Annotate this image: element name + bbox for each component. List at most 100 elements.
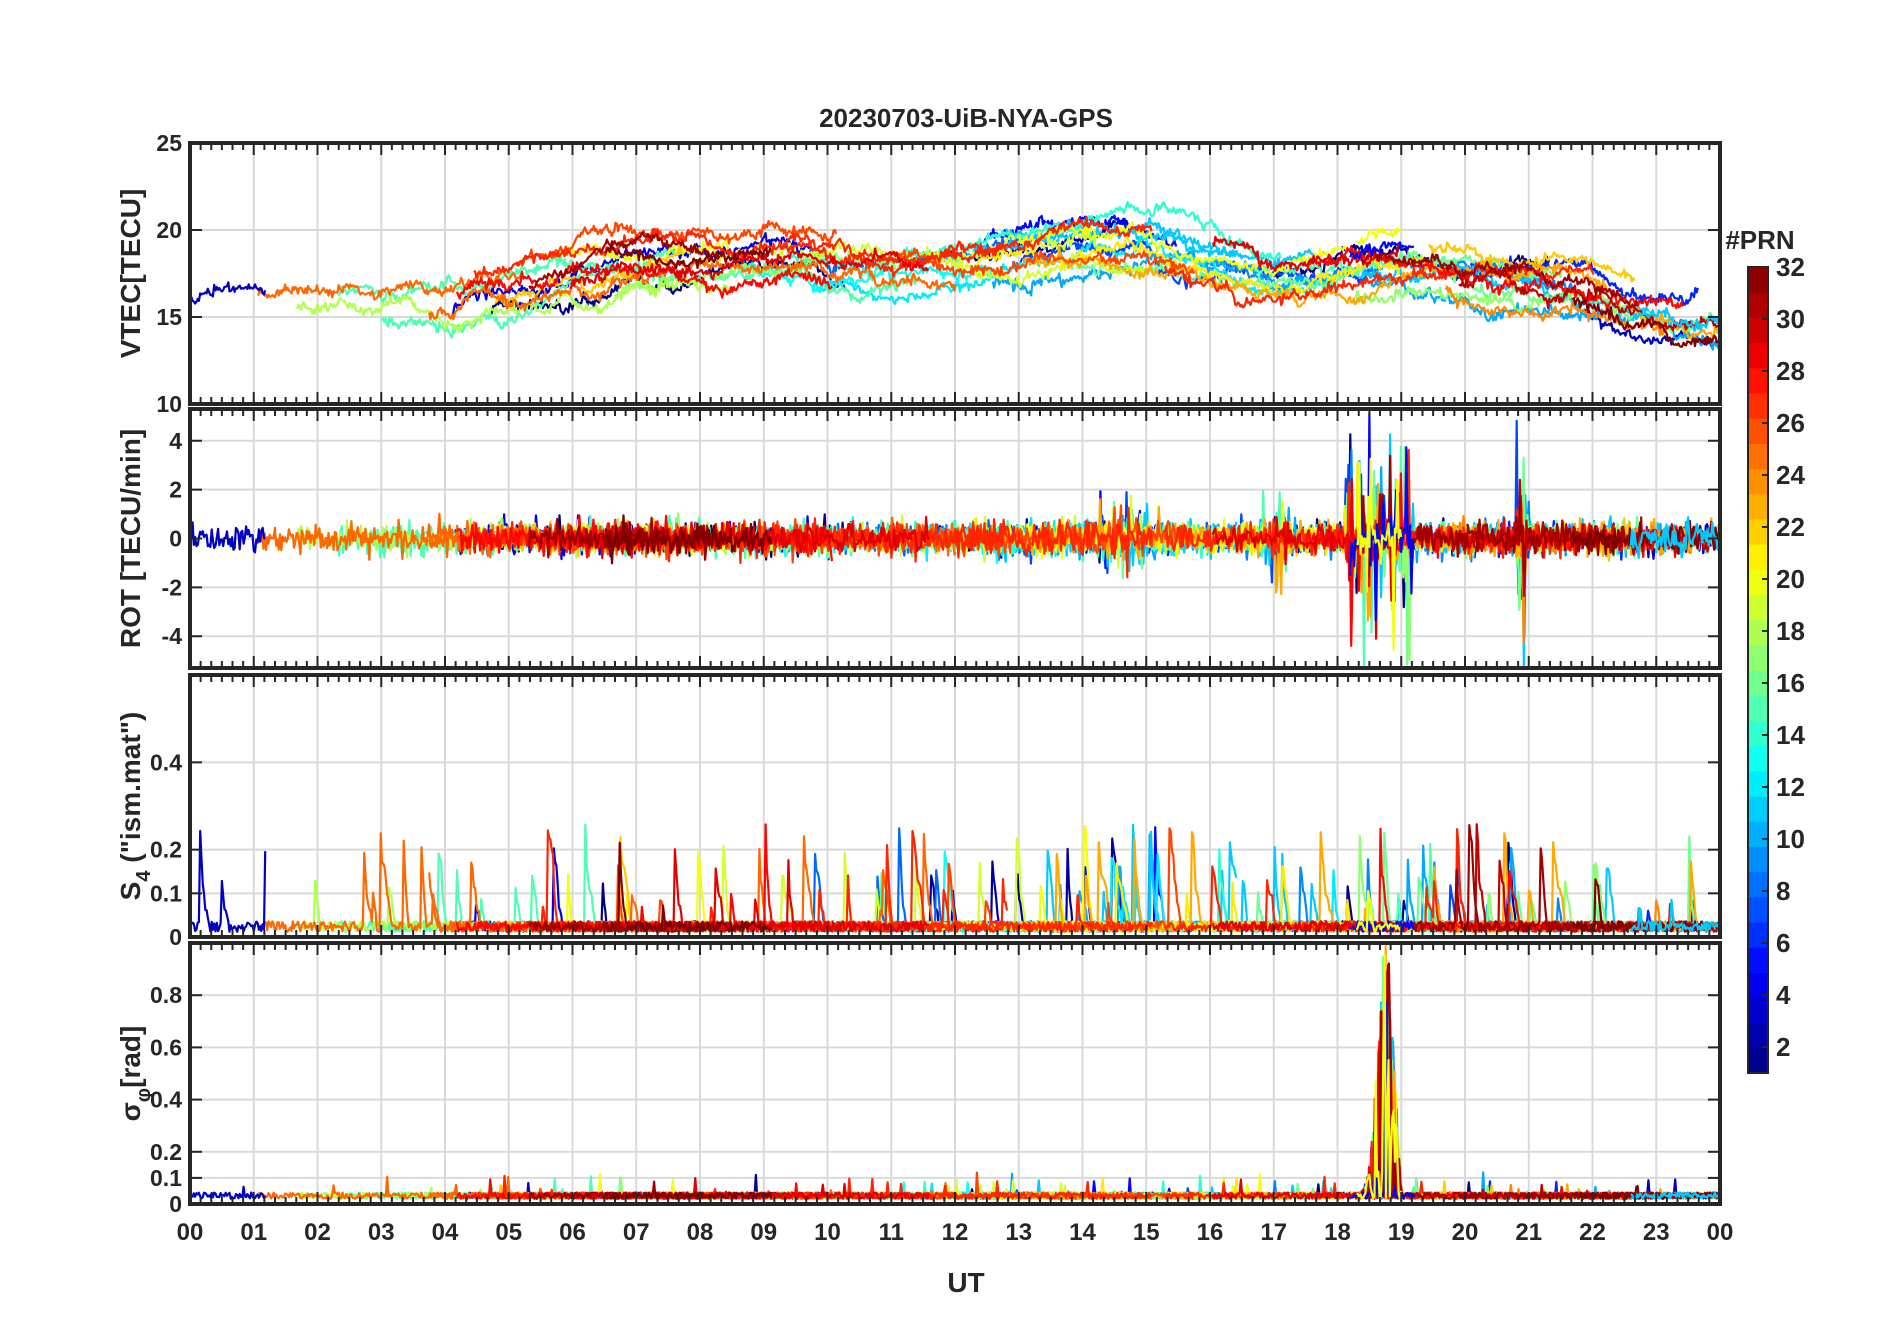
panel-sigphi: 00.10.2 0.4 0.6 0.8 σφ[rad] <box>115 941 1722 1217</box>
colorbar-segment <box>1748 493 1768 520</box>
series-prn-28 <box>1305 246 1684 311</box>
x-axis: 00 01 02 03 04 05 06 07 08 09 10 11 12 13 14 15 16 17 18 19… <box>177 1219 1734 1246</box>
y-tick-label: 0 <box>169 1191 182 1217</box>
panel-x-ticks <box>189 409 1721 668</box>
colorbar-segment <box>1748 267 1768 293</box>
y-tick-label: 0.4 <box>150 1087 182 1113</box>
series-prn-3 <box>190 1185 267 1200</box>
series-prn-3 <box>190 829 267 933</box>
colorbar-segment <box>1748 871 1768 898</box>
x-tick-label: 04 <box>432 1219 459 1246</box>
series-prn-20 <box>1355 457 1403 651</box>
colorbar-segment <box>1748 544 1768 570</box>
panel-s4: 00.10.20.4S4 ("ism.mat") <box>115 673 1722 950</box>
panel-grid <box>190 943 1720 1204</box>
y-tick-label: -4 <box>162 623 183 649</box>
y-tick-label: 0.1 <box>150 1165 182 1191</box>
colorbar-title: #PRN <box>1725 225 1794 255</box>
y-axis-label-sub: φ <box>133 1088 155 1102</box>
series-prn-5 <box>1349 241 1415 260</box>
x-tick-label: 06 <box>559 1219 586 1246</box>
x-tick-label: 19 <box>1388 1219 1415 1246</box>
panel-vtec: 10 15 20 25 VTEC[TECU] <box>115 130 1722 417</box>
series-prn-11 <box>1629 516 1720 559</box>
series-prn-5 <box>983 214 1177 250</box>
series-prn-16 <box>1448 835 1720 933</box>
series-prn-25 <box>257 1175 522 1200</box>
y-tick-label: 15 <box>156 304 182 330</box>
colorbar-segment <box>1748 418 1768 444</box>
y-tick-label: 4 <box>169 428 182 454</box>
x-axis-label: UT <box>947 1267 984 1298</box>
colorbar-tick-label: 4 <box>1776 980 1791 1010</box>
y-tick-label: 0.2 <box>150 837 182 863</box>
series-prn-7 <box>1011 964 1531 1200</box>
x-tick-label: 10 <box>814 1219 841 1246</box>
y-axis-label: VTEC[TECU] <box>115 189 146 359</box>
y-tick-label: 25 <box>156 130 182 156</box>
colorbar-segment <box>1748 342 1768 369</box>
y-axis-label-rest: ("ism.mat") <box>115 712 146 871</box>
series-prn-11 <box>1358 259 1695 332</box>
colorbar-segment <box>1748 821 1768 847</box>
colorbar-tick-label: 16 <box>1776 668 1805 698</box>
colorbar-segment <box>1748 569 1768 596</box>
x-tick-label: 21 <box>1515 1219 1542 1246</box>
x-tick-label: 05 <box>495 1219 522 1246</box>
colorbar-segment <box>1748 443 1768 470</box>
series-prn-16 <box>1076 956 1563 1200</box>
colorbar-tick-label: 6 <box>1776 928 1790 958</box>
colorbar-segment <box>1748 770 1768 797</box>
series-prn-25 <box>257 270 523 301</box>
series-prn-11 <box>1630 306 1720 333</box>
colorbar-tick-label: 12 <box>1776 772 1805 802</box>
chart-title: 20230703-UiB-NYA-GPS <box>819 103 1113 133</box>
colorbar-segment <box>1748 745 1768 772</box>
x-tick-label: 12 <box>942 1219 969 1246</box>
x-tick-label: 22 <box>1579 1219 1606 1246</box>
series-prn-22 <box>1428 241 1636 283</box>
colorbar-segment <box>1748 292 1768 318</box>
colorbar-segment <box>1748 392 1768 419</box>
y-tick-label: 0.8 <box>150 982 182 1008</box>
panel-x-ticks <box>189 943 1721 1204</box>
y-tick-label: -2 <box>162 574 182 600</box>
colorbar-segment <box>1748 695 1768 721</box>
series-prn-1 <box>1273 984 1550 1200</box>
series-prn-32 <box>1571 519 1720 556</box>
series-prn-20 <box>1355 889 1403 933</box>
colorbar-tick-label: 26 <box>1776 408 1805 438</box>
series-prn-7 <box>1011 419 1531 591</box>
colorbar-segment <box>1748 846 1768 873</box>
colorbar-tick-label: 32 <box>1776 252 1805 282</box>
colorbar-segment <box>1748 644 1768 671</box>
x-tick-label: 20 <box>1452 1219 1479 1246</box>
series-prn-23 <box>1474 261 1720 340</box>
y-tick-label: 0 <box>169 924 182 950</box>
series-prn-32 <box>604 1191 773 1200</box>
series-prn-15 <box>1251 980 1457 1200</box>
colorbar-tick-label: 28 <box>1776 356 1805 386</box>
colorbar-segment <box>1748 795 1768 822</box>
x-tick-label: 11 <box>879 1219 904 1246</box>
x-tick-label: 00 <box>1707 1219 1734 1246</box>
series-prn-20 <box>1356 954 1403 1200</box>
series-prn-25 <box>257 832 523 933</box>
series-prn-3 <box>190 281 267 305</box>
series-prn-28 <box>1305 1024 1684 1200</box>
colorbar-frame <box>1747 266 1769 1074</box>
series-prn-10 <box>1369 1016 1720 1200</box>
series-prn-31 <box>528 231 721 290</box>
series-prn-3 <box>190 521 266 554</box>
x-tick-label: 14 <box>1069 1219 1096 1246</box>
series-prn-10 <box>991 250 1309 297</box>
colorbar-segment <box>1748 317 1768 344</box>
colorbar-segment <box>1748 594 1768 621</box>
series-prn-31 <box>1359 250 1639 309</box>
series-prn-26 <box>515 219 838 267</box>
y-axis-label-main: S <box>115 882 146 901</box>
series-prn-32 <box>604 514 773 565</box>
x-tick-label: 16 <box>1197 1219 1224 1246</box>
series-prn-30 <box>1458 823 1720 933</box>
series-prn-16 <box>1075 446 1563 666</box>
